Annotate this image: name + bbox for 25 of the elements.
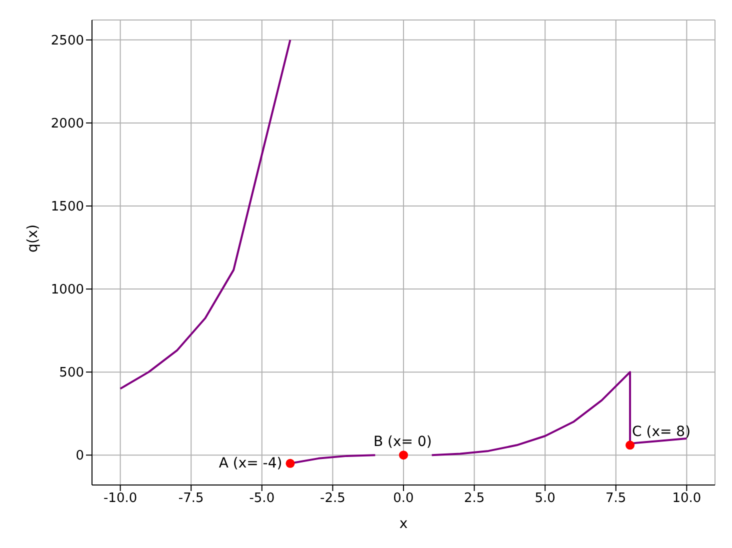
y-tick-label: 2000 — [50, 116, 84, 132]
point — [398, 450, 408, 460]
annotation: A (x= -4) — [218, 455, 282, 472]
x-tick-label: 0.0 — [393, 491, 414, 506]
x-tick-label: 2.5 — [464, 491, 485, 506]
y-tick-label: 1000 — [50, 282, 84, 298]
y-axis-title: q(x) — [24, 224, 41, 252]
y-tick-label: 1500 — [50, 200, 84, 215]
x-tick-label: 10.0 — [672, 491, 702, 506]
x-tick-label: -2.5 — [320, 491, 346, 506]
point — [286, 458, 295, 468]
line-series — [430, 371, 688, 456]
y-tick-label: 500 — [59, 366, 84, 381]
x-tick-label: -7.5 — [178, 491, 204, 506]
x-tick-label: 5.0 — [534, 491, 556, 506]
annotation: C (x= 8) — [632, 424, 691, 440]
point — [626, 440, 635, 450]
annotation: B (x= 0) — [374, 434, 432, 450]
line-series — [119, 38, 292, 390]
x-tick-label: 7.5 — [606, 491, 626, 506]
x-axis-title: x — [399, 516, 408, 532]
y-tick-label: 2500 — [50, 34, 84, 49]
x-tick-label: -5.0 — [249, 491, 275, 506]
x-tick-label: -10.0 — [104, 491, 138, 506]
y-tick-label: 0 — [76, 448, 84, 464]
